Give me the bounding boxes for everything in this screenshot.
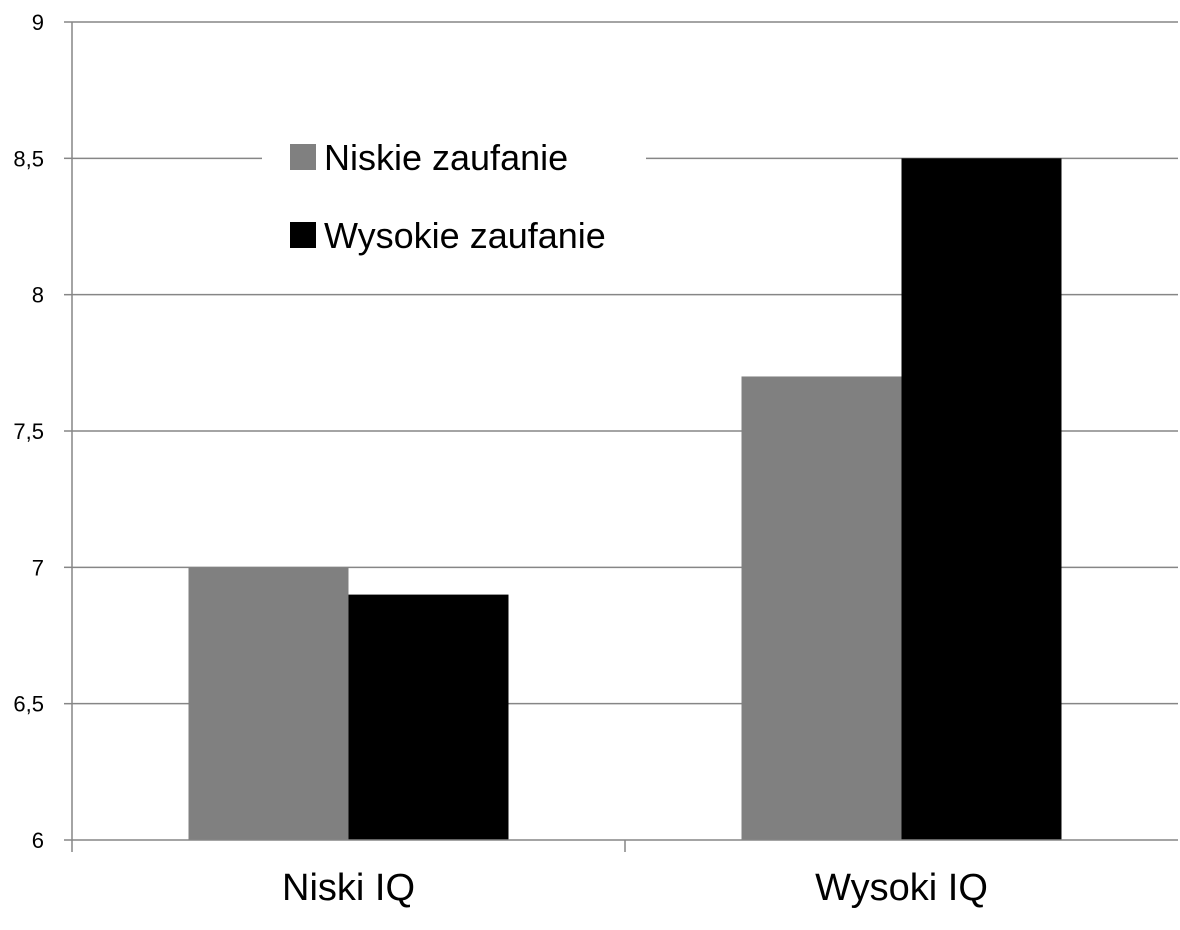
y-tick-label: 9 (32, 10, 44, 35)
legend-swatch (290, 222, 316, 248)
legend: Niskie zaufanie Wysokie zaufanie (262, 122, 646, 272)
legend-label: Wysokie zaufanie (324, 215, 606, 256)
y-tick-label: 8 (32, 283, 44, 308)
legend-background (262, 122, 646, 272)
bar (741, 376, 902, 840)
bars (188, 158, 1062, 841)
y-tick-label: 6,5 (13, 692, 44, 717)
y-ticks: 6 6,5 7 7,5 8 8,5 9 (13, 10, 72, 853)
y-tick-label: 7 (32, 555, 44, 580)
y-tick-label: 6 (32, 828, 44, 853)
y-tick-label: 7,5 (13, 419, 44, 444)
legend-label: Niskie zaufanie (324, 137, 568, 178)
y-tick-label: 8,5 (13, 146, 44, 171)
x-ticks: Niski IQ Wysoki IQ (71, 840, 988, 909)
x-category-label: Niski IQ (282, 867, 415, 909)
bar (188, 567, 349, 840)
bar (348, 594, 509, 840)
bar (901, 158, 1062, 841)
legend-swatch (290, 144, 316, 170)
x-category-label: Wysoki IQ (815, 867, 988, 909)
